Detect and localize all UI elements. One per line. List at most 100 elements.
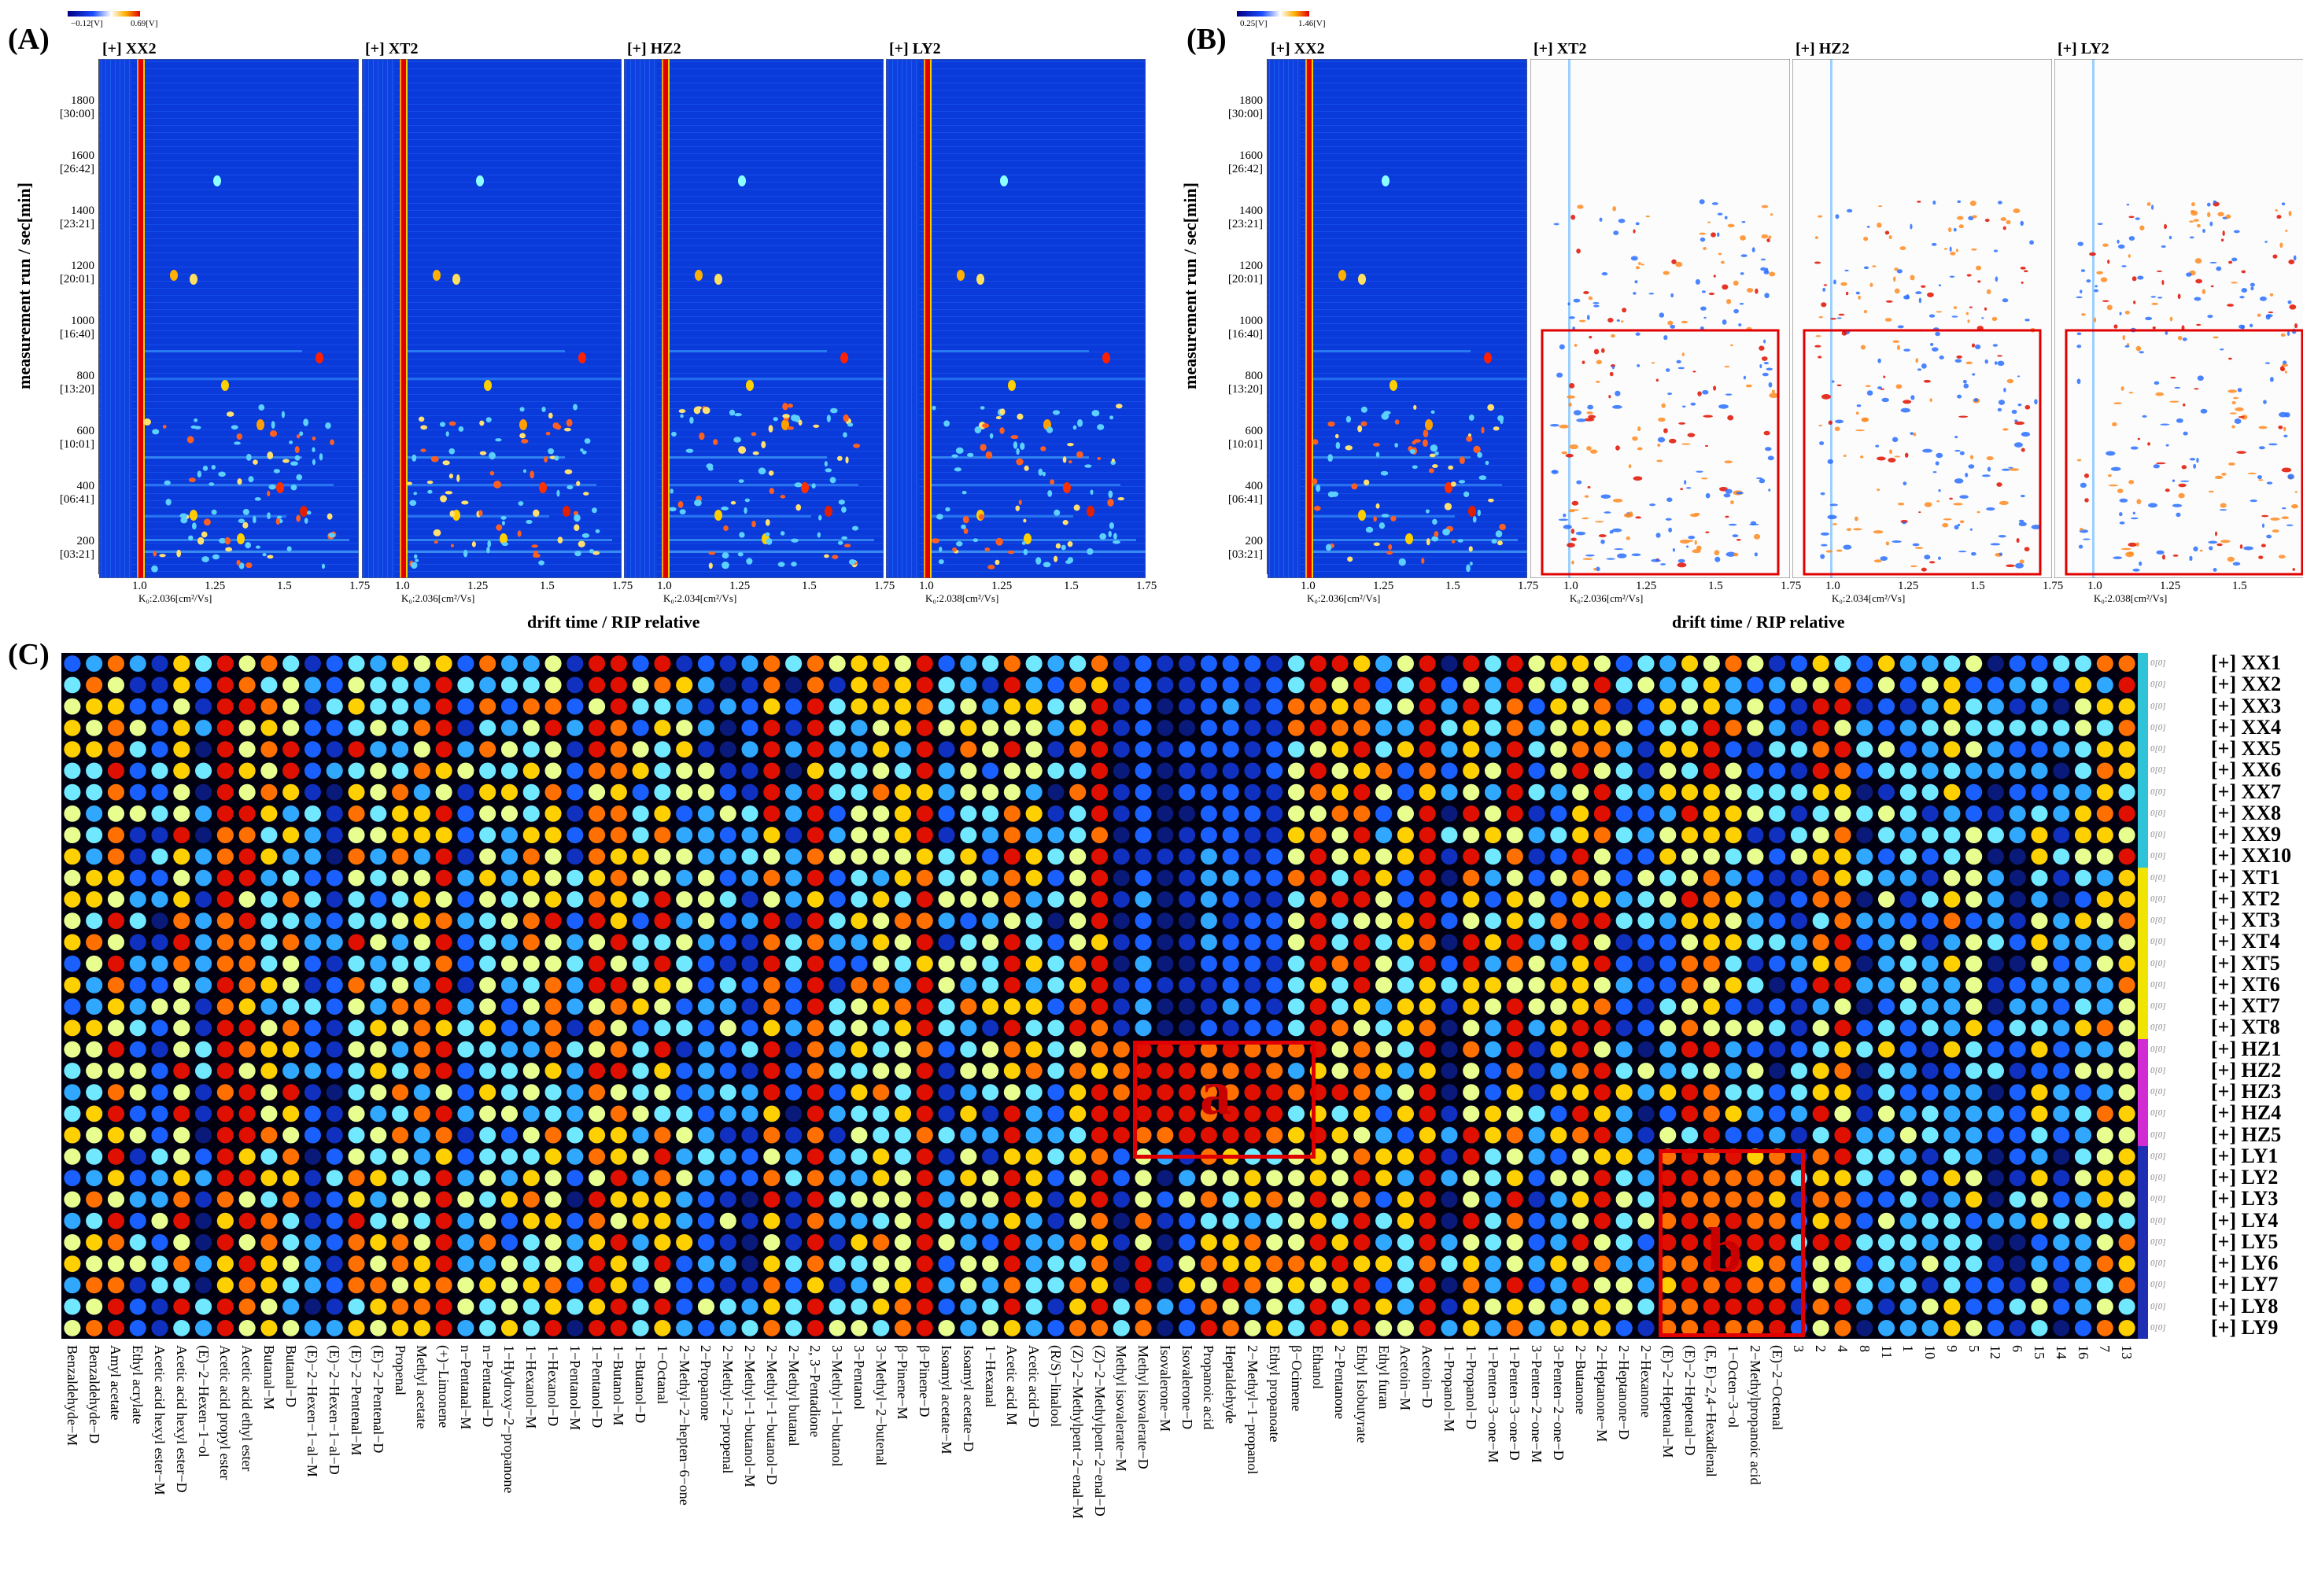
fingerprint-cell <box>1877 912 1895 929</box>
fingerprint-cell <box>960 805 977 822</box>
fingerprint-cell <box>1200 912 1217 929</box>
fingerprint-cell <box>1899 934 1917 951</box>
fingerprint-cell <box>1528 1191 1545 1208</box>
fingerprint-cell <box>1528 762 1545 780</box>
fingerprint-cell <box>851 977 868 993</box>
fingerprint-cell <box>1528 698 1545 715</box>
fingerprint-cell <box>1899 998 1917 1015</box>
y-tick-minutes: [13:20] <box>59 383 94 396</box>
fingerprint-cell <box>392 1126 409 1144</box>
fingerprint-cell <box>894 1320 912 1336</box>
fingerprint-cell <box>873 1170 890 1186</box>
fingerprint-cell <box>522 1019 540 1037</box>
panel-b-plot-2 <box>1530 58 1791 579</box>
fingerprint-cell <box>522 1234 540 1251</box>
fingerprint-cell <box>216 1041 234 1058</box>
fingerprint-cell <box>151 720 168 736</box>
fingerprint-cell <box>173 698 190 715</box>
fingerprint-cell <box>1047 1170 1065 1186</box>
fingerprint-cell <box>1069 655 1087 672</box>
fingerprint-cell <box>86 891 103 908</box>
fingerprint-cell <box>326 741 343 757</box>
fingerprint-cell <box>1550 1105 1567 1122</box>
x-axis-title-a: drift time / RIP relative <box>527 612 700 632</box>
y-tick-minutes: [10:01] <box>1227 438 1263 451</box>
fingerprint-cell <box>304 676 322 694</box>
fingerprint-cell <box>697 655 715 672</box>
fingerprint-cell <box>1309 977 1327 993</box>
fingerprint-cell <box>1441 783 1458 801</box>
fingerprint-cell <box>282 1277 300 1294</box>
fingerprint-cell <box>654 1298 671 1315</box>
fingerprint-cell <box>1856 912 1873 929</box>
fingerprint-cell <box>1834 1191 1851 1208</box>
fingerprint-cell <box>1528 1298 1545 1315</box>
fingerprint-cell <box>1572 1084 1589 1100</box>
fingerprint-cell <box>1484 1170 1502 1186</box>
y-axis-title-b: measurement run / sec[min] <box>1180 182 1200 389</box>
fingerprint-cell <box>1725 1063 1742 1079</box>
fingerprint-cell <box>370 934 387 951</box>
fingerprint-cell <box>1506 720 1523 736</box>
panel-a-k0-label-4: K₀:2.038[cm²/Vs] <box>925 592 999 604</box>
fingerprint-cell <box>1593 1148 1611 1165</box>
fingerprint-cell <box>2053 848 2070 865</box>
fingerprint-cell <box>1615 698 1633 715</box>
fingerprint-cell <box>1703 1041 1720 1058</box>
fingerprint-cell <box>435 1234 452 1251</box>
fingerprint-cell <box>1572 1170 1589 1186</box>
fingerprint-cell <box>763 869 781 886</box>
fingerprint-cell <box>567 934 584 951</box>
y-tick-minutes: [26:42] <box>1227 163 1263 175</box>
group-color-cell <box>2138 1274 2148 1296</box>
fingerprint-cell <box>370 655 387 672</box>
fingerprint-cell <box>260 1148 278 1165</box>
fingerprint-cell <box>589 1019 606 1037</box>
fingerprint-cell <box>413 827 430 843</box>
fingerprint-cell <box>1572 676 1589 694</box>
fingerprint-cell <box>829 1191 846 1208</box>
region-marker-a: a <box>1200 1059 1231 1128</box>
fingerprint-cell <box>1266 827 1283 843</box>
fingerprint-cell <box>86 1170 103 1186</box>
fingerprint-cell <box>1091 827 1109 843</box>
fingerprint-cell <box>763 1255 781 1272</box>
fingerprint-cell <box>544 827 562 843</box>
fingerprint-cell <box>195 1191 212 1208</box>
fingerprint-cell <box>392 783 409 801</box>
fingerprint-cell <box>1593 998 1611 1015</box>
fingerprint-cell <box>500 977 519 993</box>
fingerprint-cell <box>1550 977 1567 993</box>
fingerprint-cell <box>873 1298 890 1315</box>
fingerprint-cell <box>632 848 649 865</box>
fingerprint-cell <box>1375 977 1393 993</box>
fingerprint-cell <box>1943 1170 1961 1186</box>
fingerprint-cell <box>260 827 278 843</box>
fingerprint-cell <box>1135 1084 1152 1100</box>
fingerprint-cell <box>1157 1170 1174 1186</box>
fingerprint-cell <box>1025 1298 1043 1315</box>
fingerprint-cell <box>2031 655 2048 672</box>
row-value-label: 0[0] <box>2150 744 2166 754</box>
fingerprint-cell <box>1244 955 1261 972</box>
fingerprint-cell <box>1790 805 1807 822</box>
compound-label: 2−Heptanone−M <box>1594 1345 1611 1443</box>
fingerprint-cell <box>1266 805 1283 822</box>
fingerprint-cell <box>544 1019 562 1037</box>
fingerprint-cell <box>260 891 278 908</box>
fingerprint-cell <box>851 1084 868 1100</box>
fingerprint-cell <box>567 1148 584 1165</box>
fingerprint-cell <box>260 955 278 972</box>
fingerprint-cell <box>1877 977 1895 993</box>
fingerprint-cell <box>1309 762 1327 780</box>
fingerprint-cell <box>392 869 409 886</box>
fingerprint-cell <box>1003 1041 1020 1058</box>
fingerprint-cell <box>676 1212 693 1229</box>
fingerprint-cell <box>435 1105 452 1122</box>
fingerprint-cell <box>1222 741 1239 757</box>
fingerprint-cell <box>741 720 758 736</box>
fingerprint-cell <box>1287 1170 1305 1186</box>
fingerprint-cell <box>1747 1126 1764 1144</box>
fingerprint-cell <box>1353 827 1371 843</box>
fingerprint-cell <box>1419 741 1436 757</box>
